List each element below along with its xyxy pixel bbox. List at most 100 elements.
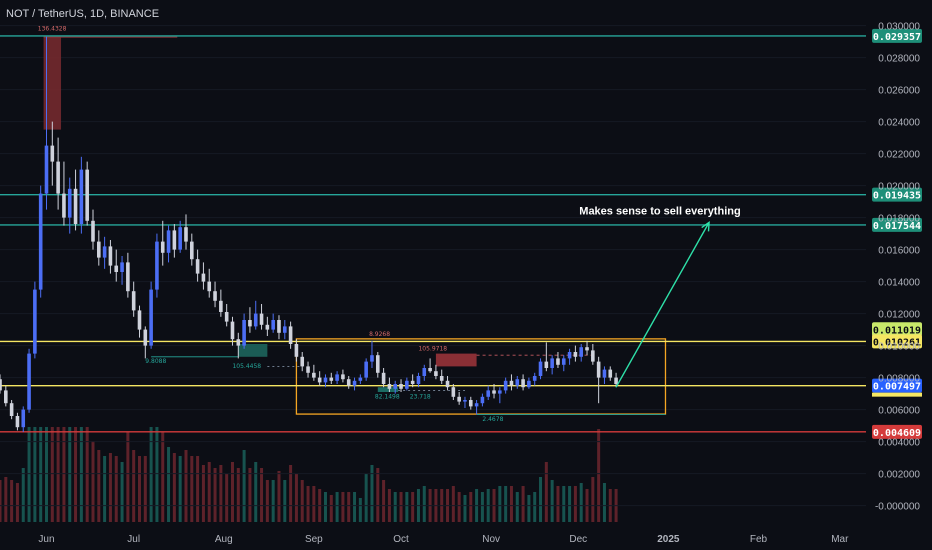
- volume-bar: [411, 492, 415, 522]
- candle-body: [242, 320, 246, 346]
- volume-bar: [248, 468, 252, 522]
- volume-bar: [550, 480, 554, 522]
- volume-bar: [143, 456, 147, 522]
- volume-bar: [335, 492, 339, 522]
- candle-body: [532, 376, 537, 381]
- volume-bar: [149, 427, 153, 522]
- candle-body: [480, 396, 485, 404]
- volume-bar: [306, 486, 310, 522]
- y-tick-label: 0.010000: [878, 342, 920, 353]
- volume-bar: [219, 465, 223, 522]
- y-tick-label: 0.006000: [878, 406, 920, 417]
- volume-bar: [515, 492, 519, 522]
- volume-bar: [225, 474, 229, 522]
- candle-body: [457, 396, 461, 402]
- y-tick-label: 0.018000: [878, 214, 920, 225]
- candle-body: [375, 355, 380, 373]
- candle-body: [445, 380, 450, 388]
- volume-bar: [573, 486, 577, 522]
- candle-body: [416, 376, 421, 384]
- volume-bar: [74, 427, 78, 522]
- volume-bar: [527, 495, 531, 522]
- price-label-bg: [872, 187, 922, 202]
- price-label-bg: [872, 217, 922, 232]
- zones: [43, 35, 667, 415]
- x-tick-label: Oct: [393, 534, 409, 545]
- volume-bar: [242, 450, 246, 522]
- candle-body: [178, 227, 182, 250]
- candle-body: [114, 265, 119, 272]
- x-tick-label: Nov: [482, 534, 500, 545]
- candle-body: [335, 374, 339, 381]
- candle-body: [62, 193, 66, 218]
- candle-body: [259, 313, 264, 325]
- volume-bar: [260, 468, 264, 522]
- candle-body: [38, 193, 43, 290]
- candle-body: [527, 380, 531, 388]
- volume-bar: [254, 462, 258, 522]
- volume-bar: [579, 483, 583, 522]
- candle-body: [213, 291, 217, 301]
- price-label-bg: [872, 28, 922, 43]
- volume-bar: [161, 432, 165, 522]
- candle-body: [21, 409, 26, 428]
- candle-body: [300, 356, 305, 367]
- volume-bar: [277, 471, 281, 522]
- y-tick-label: -0.000000: [875, 502, 920, 513]
- volume-bar: [469, 492, 473, 522]
- candle-body: [265, 324, 270, 330]
- price-label-bg: [872, 424, 922, 439]
- volume-bar: [562, 486, 566, 522]
- candle-body: [236, 339, 241, 346]
- candle-body: [160, 241, 165, 253]
- volume-bar: [184, 450, 188, 522]
- volume-bar: [347, 492, 351, 522]
- volume-bar: [591, 477, 595, 522]
- candle-body: [4, 390, 8, 404]
- y-tick-label: 0.030000: [878, 22, 920, 33]
- volume-bar: [498, 486, 502, 522]
- y-tick-label: 0.008000: [878, 374, 920, 385]
- y-tick-label: 0.026000: [878, 86, 920, 97]
- volume-bar: [108, 453, 112, 522]
- y-tick-label: 0.014000: [878, 278, 920, 289]
- candle-body: [370, 355, 374, 362]
- candle-body: [288, 326, 293, 344]
- volume-bar: [568, 486, 572, 522]
- small-label: 9.8088: [145, 358, 166, 365]
- price-label-bg: [872, 334, 922, 349]
- price-label: 0.029357: [873, 32, 921, 43]
- overlay: 136.4328 9.8088 105.4458 8.9268 105.9718 82.1…: [38, 25, 741, 422]
- volume-bar: [68, 427, 72, 522]
- volume-bar: [79, 427, 83, 522]
- x-tick-label: Jul: [127, 534, 140, 545]
- volume-bar: [137, 456, 141, 522]
- price-label-bg: [872, 378, 922, 393]
- candle-body: [428, 368, 432, 372]
- candle-body: [317, 377, 322, 383]
- volume-bar: [167, 447, 171, 522]
- candle-body: [230, 321, 235, 340]
- x-tick-label: Mar: [831, 534, 849, 545]
- candles: [0, 36, 618, 432]
- candle-body: [73, 188, 78, 224]
- volume-bar: [393, 492, 397, 522]
- candle-body: [108, 246, 113, 266]
- volume-bar: [556, 486, 560, 522]
- volume-bar: [370, 465, 374, 522]
- demand-zone-sep: [377, 387, 399, 392]
- volume-bar: [50, 427, 54, 522]
- price-label: 0.011019: [873, 325, 921, 336]
- candle-body: [492, 390, 496, 394]
- volume-bar: [196, 456, 200, 522]
- volume-bar: [103, 456, 107, 522]
- x-tick-label: Dec: [569, 534, 587, 545]
- candle-body: [184, 227, 188, 242]
- candle-body: [364, 361, 368, 378]
- candle-body: [474, 403, 479, 407]
- price-label: 0.004609: [873, 428, 921, 439]
- candle-body: [434, 371, 438, 376]
- candle-body: [312, 372, 316, 378]
- volume-bar: [521, 486, 525, 522]
